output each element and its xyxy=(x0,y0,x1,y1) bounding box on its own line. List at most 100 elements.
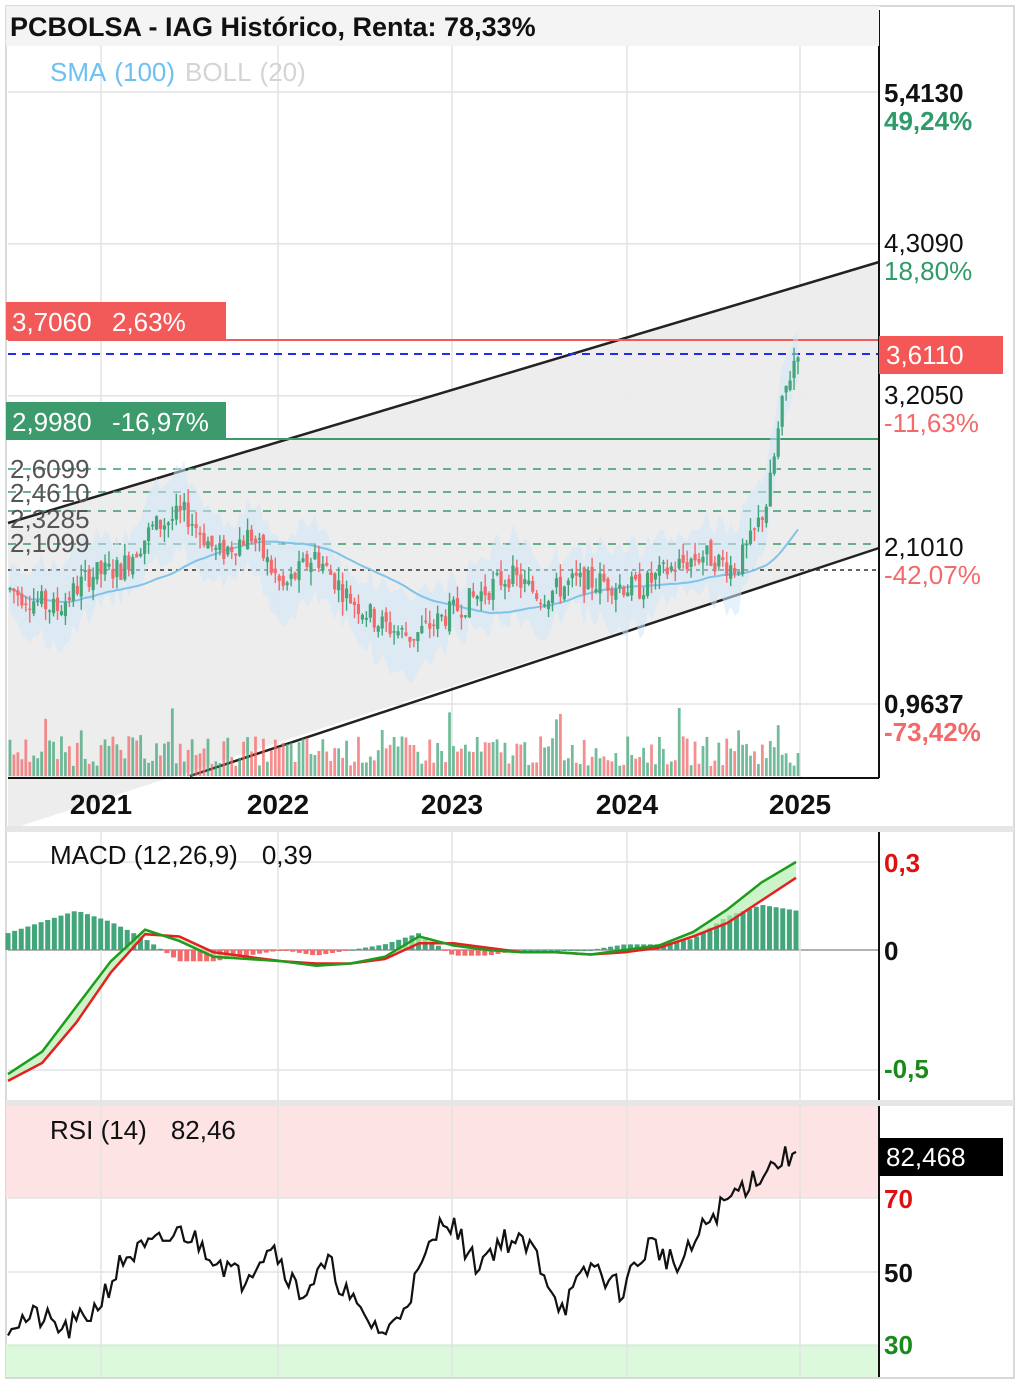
volume-bar-85 xyxy=(345,740,348,776)
x-label-4: 2025 xyxy=(769,789,831,820)
macd-hist-bar-93 xyxy=(621,944,627,950)
candle-body-58 xyxy=(238,539,242,556)
candle-body-118 xyxy=(475,596,479,600)
candle-body-31 xyxy=(131,557,135,575)
volume-bar-136 xyxy=(547,746,550,776)
macd-hist-bar-114 xyxy=(760,905,766,950)
candle-body-71 xyxy=(289,574,293,580)
y-label-pct-2: -11,63% xyxy=(884,408,979,438)
candle-body-106 xyxy=(428,623,432,629)
sma-name[interactable]: SMA xyxy=(50,57,107,87)
resistance-pct: 2,63% xyxy=(112,307,186,337)
y-label-value-1: 4,3090 xyxy=(884,228,964,258)
candle-body-122 xyxy=(491,578,495,600)
candle-body-190 xyxy=(760,517,764,520)
volume-bar-24 xyxy=(103,739,107,776)
macd-label[interactable]: MACD (12,26,9) 0,39 xyxy=(50,840,312,870)
macd-hist-bar-15 xyxy=(104,920,110,950)
candle-body-152 xyxy=(610,589,614,596)
volume-bar-112 xyxy=(452,746,455,776)
boll-name[interactable]: BOLL xyxy=(185,57,252,87)
candle-body-55 xyxy=(226,546,230,555)
candle-body-39 xyxy=(162,525,167,530)
macd-hist-bar-103 xyxy=(687,939,693,950)
volume-bar-165 xyxy=(661,748,665,776)
volume-bar-196 xyxy=(784,753,788,776)
candle-body-130 xyxy=(523,579,527,585)
volume-bar-188 xyxy=(753,751,756,776)
volume-bar-45 xyxy=(186,749,190,776)
rsi-current-tag[interactable]: 82,468 xyxy=(879,1138,1003,1176)
volume-bar-37 xyxy=(155,743,158,776)
rsi-oversold-zone xyxy=(6,1344,879,1377)
macd-hist-bar-69 xyxy=(462,950,468,956)
volume-bar-32 xyxy=(135,740,139,776)
rsi-label[interactable]: RSI (14) 82,46 xyxy=(50,1115,236,1145)
candle-body-92 xyxy=(372,608,376,628)
volume-bar-19 xyxy=(83,758,87,776)
macd-hist-bar-38 xyxy=(257,950,263,954)
macd-hist-bar-18 xyxy=(124,929,130,950)
candle-body-119 xyxy=(479,591,483,602)
macd-hist-bar-106 xyxy=(707,927,713,950)
volume-bar-3 xyxy=(20,759,24,776)
candle-body-164 xyxy=(657,564,662,576)
volume-bar-82 xyxy=(333,748,337,776)
volume-bar-23 xyxy=(99,745,103,776)
macd-hist-bar-35 xyxy=(237,950,243,957)
candle-body-198 xyxy=(792,360,796,378)
candle-body-85 xyxy=(344,588,349,599)
volume-bar-118 xyxy=(475,736,479,776)
support-box xyxy=(6,402,226,440)
volume-bar-43 xyxy=(178,743,182,776)
candle-body-84 xyxy=(341,584,345,603)
bollinger-band xyxy=(9,330,799,683)
volume-bar-61 xyxy=(250,751,253,776)
volume-bar-15 xyxy=(67,746,71,776)
macd-hist-bar-101 xyxy=(674,941,680,950)
volume-bar-76 xyxy=(309,753,313,776)
indicator-legend: SMA (100) BOLL (20) xyxy=(50,57,306,87)
candle-body-9 xyxy=(44,590,48,610)
candle-body-135 xyxy=(542,604,547,606)
macd-hist-bar-26 xyxy=(177,950,183,962)
volume-bar-29 xyxy=(123,758,127,776)
macd-hist-bar-41 xyxy=(276,950,282,951)
level-label-2: 2,3285 xyxy=(10,504,90,534)
macd-hist-bar-9 xyxy=(65,913,71,950)
resistance-marker[interactable]: 3,7060 2,63% xyxy=(6,302,226,340)
support-pct: -16,97% xyxy=(112,407,209,437)
candle-body-0 xyxy=(8,588,12,590)
x-label-0: 2021 xyxy=(70,789,132,820)
candle-body-46 xyxy=(190,524,194,526)
volume-bar-132 xyxy=(531,762,535,776)
current-price-tag[interactable]: 3,6110 xyxy=(879,336,1003,374)
candle-body-33 xyxy=(139,553,143,557)
level-label-1: 2,4610 xyxy=(10,478,90,508)
current-price-value: 3,6110 xyxy=(886,340,964,370)
volume-bar-30 xyxy=(127,736,131,776)
macd-hist-bar-58 xyxy=(389,941,395,950)
volume-bar-143 xyxy=(574,762,578,776)
candle-body-174 xyxy=(697,559,701,563)
volume-bar-96 xyxy=(388,744,392,776)
volume-bar-182 xyxy=(729,748,733,776)
candle-body-150 xyxy=(602,573,606,582)
macd-hist-bar-8 xyxy=(58,915,64,950)
volume-bar-111 xyxy=(448,712,451,776)
macd-hist-bar-78 xyxy=(522,950,528,951)
volume-bar-60 xyxy=(246,737,249,776)
volume-bar-84 xyxy=(341,757,345,776)
volume-bar-141 xyxy=(566,758,570,776)
volume-bar-199 xyxy=(796,753,800,776)
price-channel xyxy=(7,260,880,830)
candle-body-5 xyxy=(28,608,32,611)
candle-body-30 xyxy=(127,555,131,570)
volume-bar-21 xyxy=(91,761,95,776)
macd-hist-bar-16 xyxy=(111,923,117,950)
macd-hist-bar-66 xyxy=(442,950,448,951)
volume-bar-56 xyxy=(230,757,234,776)
support-marker[interactable]: 2,9980 -16,97% xyxy=(6,402,226,440)
macd-hist-bar-64 xyxy=(429,941,435,950)
candle-body-17 xyxy=(75,585,79,594)
